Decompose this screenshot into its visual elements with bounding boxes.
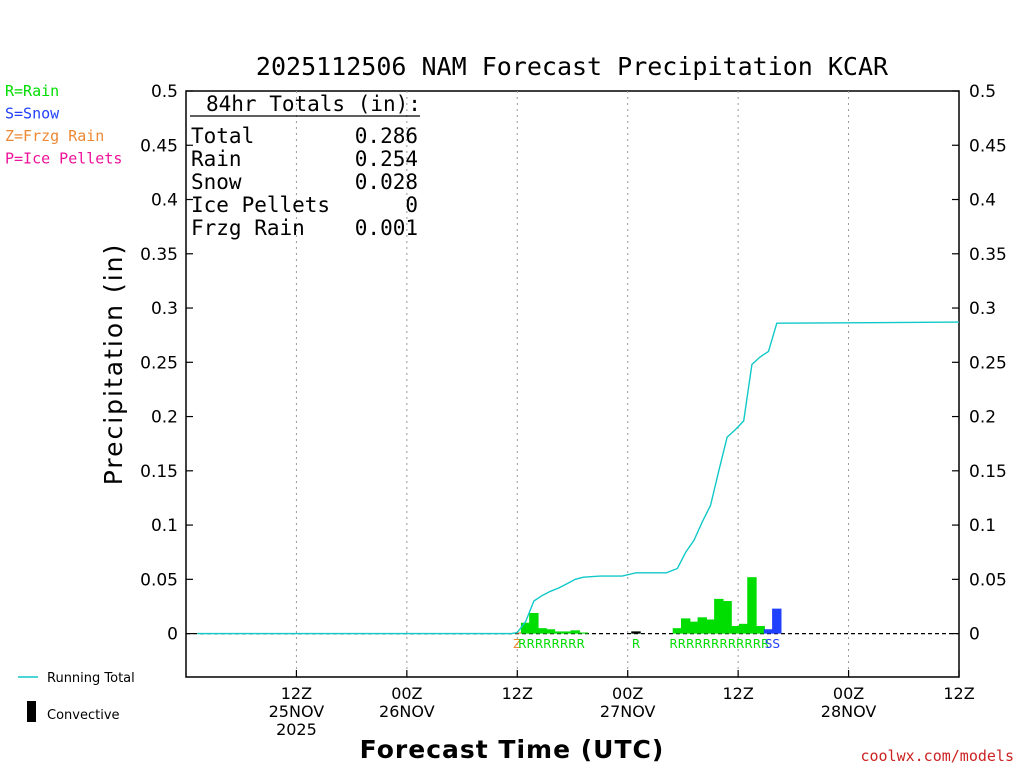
totals-row-value: 0	[405, 193, 418, 217]
precip-type-marker: R	[632, 637, 640, 651]
x-tick-label: 12Z	[943, 684, 974, 703]
type-legend-item: Z=Frzg Rain	[5, 127, 104, 145]
chart-title: 2025112506 NAM Forecast Precipitation KC…	[256, 52, 889, 81]
totals-row-label: Frzg Rain	[191, 216, 305, 240]
precip-bar	[763, 629, 774, 634]
totals-box: 84hr Totals (in): Total 0.286 Rain 0.254 Sno…	[190, 92, 421, 240]
totals-row-label: Ice Pellets	[191, 193, 330, 217]
y-tick-label-left: 0.05	[140, 570, 178, 590]
precip-bar	[722, 601, 732, 634]
precip-type-marker: SS	[765, 637, 780, 651]
precip-bar	[578, 632, 589, 634]
y-tick-label-right: 0	[969, 625, 980, 645]
precip-bar	[705, 619, 716, 634]
x-tick-label: 26NOV	[379, 702, 435, 721]
credit-text: coolwx.com/models	[860, 747, 1014, 765]
y-tick-label-right: 0.5	[969, 82, 996, 102]
y-tick-label-left: 0	[167, 625, 178, 645]
x-tick-label: 12Z	[281, 684, 312, 703]
totals-row-label: Snow	[191, 170, 242, 194]
precip-bar	[554, 631, 564, 634]
y-tick-label-right: 0.45	[969, 136, 1007, 156]
y-tick-label-left: 0.35	[140, 245, 178, 265]
type-legend-item: S=Snow	[5, 105, 60, 123]
y-tick-label-left: 0.1	[151, 516, 178, 536]
totals-row-value: 0.001	[355, 216, 418, 240]
y-tick-label-right: 0.25	[969, 353, 1007, 373]
y-tick-label-left: 0.15	[140, 462, 178, 482]
precip-bar	[772, 608, 782, 634]
precip-bar	[529, 612, 539, 634]
precip-bars	[512, 577, 782, 634]
y-tick-label-left: 0.3	[151, 299, 178, 319]
precip-bar	[680, 618, 691, 634]
totals-row-label: Total	[191, 124, 254, 148]
precip-bar	[714, 598, 724, 634]
y-tick-label-right: 0.2	[969, 408, 996, 428]
precip-bar	[672, 628, 683, 634]
x-tick-label: 2025	[276, 720, 317, 739]
precip-bar	[570, 630, 580, 634]
totals-row-value: 0.028	[355, 170, 418, 194]
y-tick-label-right: 0.35	[969, 245, 1007, 265]
precip-type-marker: Z	[513, 637, 521, 651]
y-tick-label-right: 0.1	[969, 516, 996, 536]
grid-lines	[295, 91, 850, 677]
y-tick-label-left: 0.25	[140, 353, 178, 373]
precip-bar	[755, 625, 765, 634]
x-tick-label: 12Z	[722, 684, 753, 703]
precip-bar	[562, 631, 572, 634]
precip-bar	[545, 629, 556, 634]
precip-bar	[537, 628, 547, 634]
totals-header: 84hr Totals (in):	[206, 92, 421, 116]
y-tick-label-right: 0.15	[969, 462, 1007, 482]
y-axis-ticks: 0 0 0.05 0.05 0.1 0.1 0.15 0.15 0.2 0.2 0.25 0.25 0.…	[140, 82, 1007, 645]
running-total-legend-label: Running Total	[47, 671, 135, 686]
y-axis-label: Precipitation (in)	[99, 243, 128, 486]
totals-row-label: Rain	[191, 147, 242, 171]
precip-bar	[738, 623, 749, 634]
x-axis-label: Forecast Time (UTC)	[360, 735, 665, 764]
totals-rows: Total 0.286 Rain 0.254 Snow 0.028 Ice Pellets 0…	[191, 124, 418, 240]
convective-bar	[631, 631, 641, 634]
precip-type-marker: RRRRRRRR	[518, 637, 585, 651]
y-tick-label-left: 0.2	[151, 408, 178, 428]
precip-bar	[697, 617, 707, 634]
totals-row-value: 0.286	[355, 124, 418, 148]
type-legend-item: P=Ice Pellets	[5, 150, 122, 168]
x-tick-label: 12Z	[502, 684, 533, 703]
x-tick-label: 00Z	[833, 684, 864, 703]
precip-type-legend: R=Rain S=Snow Z=Frzg Rain P=Ice Pellets	[5, 82, 122, 168]
x-tick-label: 00Z	[612, 684, 643, 703]
y-tick-label-left: 0.4	[151, 191, 178, 211]
convective-legend-label: Convective	[47, 708, 120, 723]
running-total-line	[197, 321, 960, 635]
x-tick-label: 27NOV	[600, 702, 656, 721]
x-tick-label: 00Z	[391, 684, 422, 703]
y-tick-label-right: 0.3	[969, 299, 996, 319]
plot-frame	[185, 90, 960, 678]
bottom-legend: Running Total Convective	[18, 671, 135, 723]
y-tick-label-left: 0.45	[140, 136, 178, 156]
precip-bar	[689, 621, 699, 634]
convective-legend-swatch	[27, 701, 36, 722]
y-tick-label-right: 0.05	[969, 570, 1007, 590]
type-legend-item: R=Rain	[5, 82, 59, 100]
y-tick-label-left: 0.5	[151, 82, 178, 102]
precip-type-marker: RRRRRRRRRRRR	[669, 637, 769, 651]
precip-bar	[730, 625, 741, 634]
totals-row-value: 0.254	[355, 147, 418, 171]
precip-bar	[520, 622, 531, 634]
precip-bar	[747, 577, 757, 634]
x-tick-label: 25NOV	[269, 702, 325, 721]
x-tick-label: 28NOV	[821, 702, 877, 721]
y-tick-label-right: 0.4	[969, 191, 996, 211]
